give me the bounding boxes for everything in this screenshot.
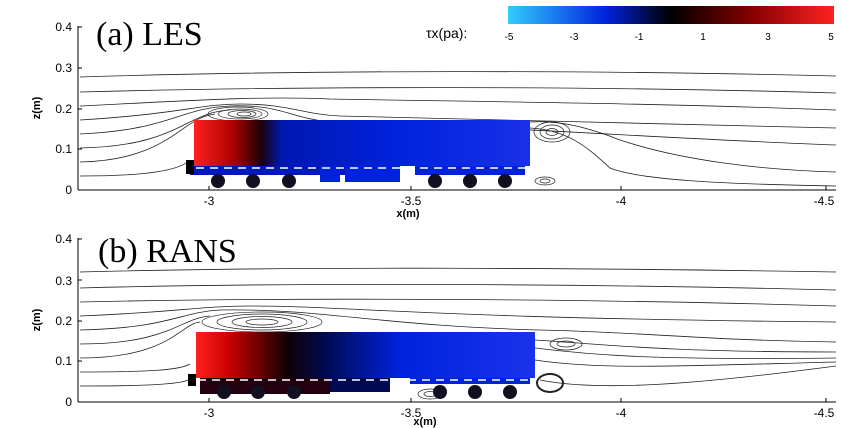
panel-label: (a) LES xyxy=(96,16,203,53)
y-axis-title: z(m) xyxy=(31,96,43,119)
colorbar-title: τx(pa): xyxy=(426,25,467,41)
colorbar-gradient xyxy=(508,6,834,24)
y-tick-label: 0.3 xyxy=(55,61,72,75)
y-tick-label: 0.2 xyxy=(55,314,72,328)
x-tick-marks xyxy=(208,398,827,402)
y-tick-label: 0 xyxy=(65,395,72,409)
x-tick-label: -3 xyxy=(204,194,215,208)
y-axis-title: z(m) xyxy=(31,308,43,331)
panel-b: 0.4 0.3 0.2 0.1 0 -3 -3.5 -4 -4.5 x(m) z… xyxy=(31,232,837,428)
x-tick-label: -3.5 xyxy=(401,406,422,420)
wheels xyxy=(211,174,512,188)
y-tick-marks xyxy=(78,238,82,362)
vortex-rear xyxy=(533,121,571,186)
colorbar: τx(pa): -5 -3 -1 1 3 5 xyxy=(426,6,834,43)
y-tick-label: 0 xyxy=(65,183,72,197)
x-tick-label: -4 xyxy=(616,194,627,208)
colorbar-tick: 5 xyxy=(828,32,834,43)
y-tick-label: 0.1 xyxy=(55,142,72,156)
train-body xyxy=(186,120,530,182)
x-tick-label: -4.5 xyxy=(814,406,835,420)
panel-label: (b) RANS xyxy=(98,233,237,270)
y-tick-label: 0.2 xyxy=(55,102,72,116)
x-tick-label: -4.5 xyxy=(814,194,835,208)
x-tick-label: -4 xyxy=(616,406,627,420)
x-tick-label: -3 xyxy=(204,406,215,420)
colorbar-tick: 1 xyxy=(700,32,706,43)
panel-a: 0.4 0.3 0.2 0.1 0 -3 -3.5 -4 -4.5 x(m) z… xyxy=(31,16,837,220)
y-tick-label: 0.4 xyxy=(55,232,72,246)
y-tick-marks xyxy=(78,26,82,150)
colorbar-tick: -3 xyxy=(570,32,579,43)
x-tick-label: -3.5 xyxy=(401,194,422,208)
streamlines xyxy=(79,71,837,187)
colorbar-tick: -5 xyxy=(505,32,514,43)
x-axis-title: x(m) xyxy=(396,208,420,220)
x-tick-marks xyxy=(208,186,827,190)
vortex-front xyxy=(207,106,269,122)
train-body xyxy=(188,332,535,394)
wheels xyxy=(217,385,517,399)
x-axis-title: x(m) xyxy=(413,416,437,428)
y-tick-label: 0.4 xyxy=(55,20,72,34)
y-tick-label: 0.1 xyxy=(55,354,72,368)
colorbar-tick: 3 xyxy=(765,32,771,43)
colorbar-tick: -1 xyxy=(635,32,644,43)
vortex-front xyxy=(201,311,323,333)
y-tick-label: 0.3 xyxy=(55,274,72,288)
